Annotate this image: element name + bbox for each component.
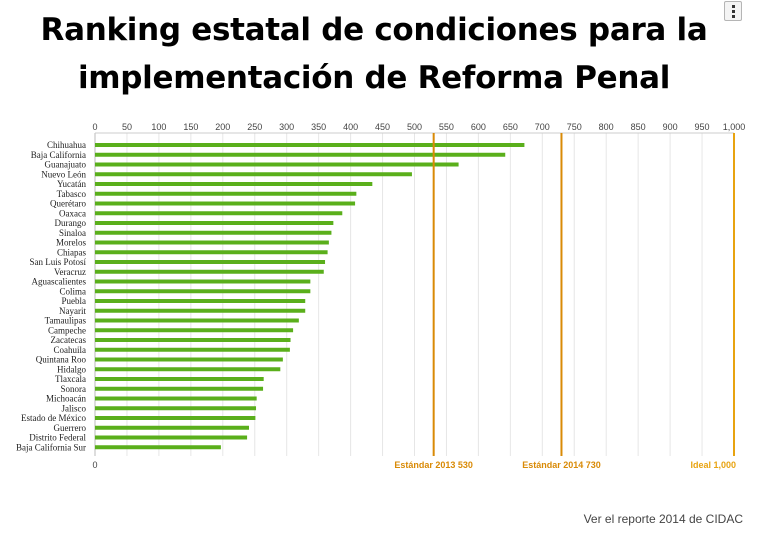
bar [95, 396, 257, 401]
category-label: Baja California Sur [16, 442, 86, 452]
category-label: Chihuahua [47, 140, 86, 150]
reference-line-label: Estándar 2014 730 [522, 460, 601, 470]
reference-line-label: Estándar 2013 530 [394, 460, 473, 470]
bar [95, 338, 291, 342]
bar [95, 308, 306, 313]
x-tick-label: 950 [695, 122, 710, 132]
category-label: Guanajuato [45, 160, 87, 170]
bar-chart: 0 50 100 150 200 250 300 350 400 450 500 550 600 650 7… [16, 122, 746, 470]
category-label: Durango [55, 218, 87, 228]
reference-line-label: Ideal 1,000 [690, 460, 736, 470]
category-label: Estado de México [21, 413, 86, 423]
category-label: Querétaro [50, 199, 86, 209]
bar [95, 328, 294, 333]
x-tick-label: 1,000 [723, 122, 746, 132]
x-tick-label: 150 [183, 122, 198, 132]
x-tick-label: 350 [311, 122, 326, 132]
bar [95, 191, 357, 196]
title-line-1: Ranking estatal de condiciones para la [40, 12, 708, 48]
category-label: Guerrero [54, 423, 87, 433]
category-label: Nayarit [59, 306, 86, 316]
category-label: Morelos [56, 238, 86, 248]
category-label: Tabasco [57, 189, 87, 199]
bar [95, 250, 328, 255]
category-label: Sonora [61, 384, 87, 394]
x-tick-label: 400 [343, 122, 358, 132]
bar [95, 240, 329, 245]
bar [95, 260, 326, 264]
category-label: Colima [60, 286, 87, 296]
category-label: Oaxaca [59, 208, 86, 218]
bar [95, 435, 248, 440]
category-label: Michoacán [46, 394, 86, 404]
category-label: Aguascalientes [32, 277, 87, 287]
x-tick-label: 250 [247, 122, 262, 132]
report-link[interactable]: Ver el reporte 2014 de CIDAC [583, 512, 743, 526]
bar [95, 299, 306, 303]
bar [95, 211, 343, 216]
vertical-dots-icon [731, 4, 735, 8]
category-label: Veracruz [54, 267, 86, 277]
x-tick-label: 100 [151, 122, 166, 132]
x-tick-label: 50 [122, 122, 132, 132]
x-tick-label: 900 [663, 122, 678, 132]
category-label: Chiapas [57, 247, 86, 257]
category-label: Coahuila [54, 345, 87, 355]
bar [95, 357, 283, 362]
bar [95, 162, 459, 167]
x-tick-label: 200 [215, 122, 230, 132]
vertical-dots-icon [731, 14, 735, 18]
bar [95, 230, 332, 235]
chart-menu-button[interactable] [724, 1, 742, 21]
bar [95, 152, 506, 157]
x-tick-label: 550 [439, 122, 454, 132]
bar [95, 201, 356, 206]
vertical-dots-icon [731, 9, 735, 13]
category-label: Sinaloa [59, 228, 86, 238]
bar [95, 406, 257, 411]
x-tick-label: 700 [535, 122, 550, 132]
bar [95, 289, 311, 294]
bar [95, 143, 525, 147]
category-label: Campeche [48, 325, 86, 335]
category-label: Zacatecas [51, 335, 87, 345]
category-label: Nuevo León [41, 169, 86, 179]
x-tick-label: 500 [407, 122, 422, 132]
x-tick-label: 850 [631, 122, 646, 132]
category-label: San Luis Potosí [29, 257, 86, 267]
bar [95, 318, 299, 323]
chart-title: Ranking estatal de condiciones para la i… [0, 6, 748, 102]
category-label: Tamaulipas [45, 316, 87, 326]
bar [95, 269, 324, 274]
x-tick-label: 650 [503, 122, 518, 132]
bar [95, 347, 290, 352]
category-label: Baja California [31, 150, 86, 160]
category-label: Jalisco [62, 403, 87, 413]
x-tick-label: 750 [567, 122, 582, 132]
title-line-2: implementación de Reforma Penal [77, 60, 671, 96]
bar [95, 377, 264, 381]
bar [95, 425, 249, 430]
bar [95, 445, 221, 450]
bar [95, 172, 412, 177]
x-tick-label: 0 [92, 122, 97, 132]
category-label: Yucatán [57, 179, 86, 189]
category-label: Distrito Federal [29, 433, 86, 443]
bar [95, 182, 373, 186]
x-axis-bottom-label: 0 [92, 460, 97, 470]
x-tick-label: 300 [279, 122, 294, 132]
bar [95, 279, 311, 284]
category-label: Hidalgo [57, 364, 86, 374]
bar [95, 367, 281, 372]
x-tick-label: 800 [599, 122, 614, 132]
category-label: Tlaxcala [55, 374, 86, 384]
category-label: Puebla [62, 296, 87, 306]
x-tick-label: 450 [375, 122, 390, 132]
bar [95, 416, 256, 420]
x-tick-label: 600 [471, 122, 486, 132]
bar [95, 221, 334, 225]
category-label: Quintana Roo [36, 355, 87, 365]
bar [95, 386, 264, 391]
